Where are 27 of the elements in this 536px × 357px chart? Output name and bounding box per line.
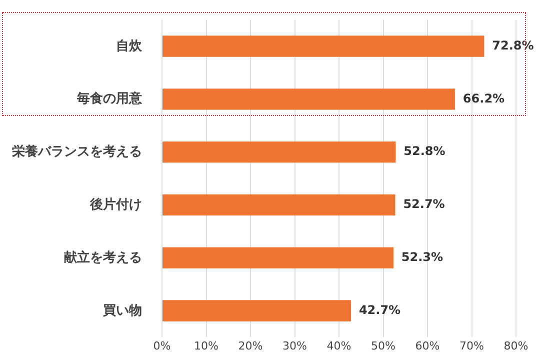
bar bbox=[162, 247, 394, 268]
x-tick-label: 10% bbox=[194, 340, 218, 353]
y-tick-label: 献立を考える bbox=[64, 249, 142, 264]
x-tick-label: 60% bbox=[415, 340, 440, 353]
data-label: 42.7% bbox=[358, 302, 401, 317]
y-tick-label: 毎食の用意 bbox=[76, 90, 143, 106]
y-tick-label: 買い物 bbox=[102, 302, 142, 318]
data-label: 66.2% bbox=[462, 91, 505, 106]
data-label: 52.3% bbox=[401, 250, 444, 264]
x-tick-label: 0% bbox=[153, 340, 171, 353]
bar bbox=[162, 36, 484, 57]
bar bbox=[162, 141, 396, 163]
data-label: 52.7% bbox=[403, 197, 445, 212]
y-tick-label: 栄養バランスを考える bbox=[12, 144, 142, 159]
bar bbox=[162, 194, 396, 216]
y-tick-label: 自炊 bbox=[116, 38, 143, 53]
x-tick-label: 70% bbox=[460, 340, 484, 353]
data-label: 52.8% bbox=[404, 144, 446, 158]
y-tick-label: 後片付け bbox=[89, 196, 142, 212]
x-tick-label: 30% bbox=[282, 340, 307, 353]
data-label: 72.8% bbox=[492, 38, 534, 52]
x-tick-label: 40% bbox=[326, 340, 352, 353]
x-tick-label: 80% bbox=[504, 340, 528, 353]
bar bbox=[162, 300, 351, 322]
x-tick-label: 20% bbox=[238, 340, 263, 353]
bar bbox=[162, 88, 455, 110]
x-tick-label: 50% bbox=[371, 340, 396, 353]
